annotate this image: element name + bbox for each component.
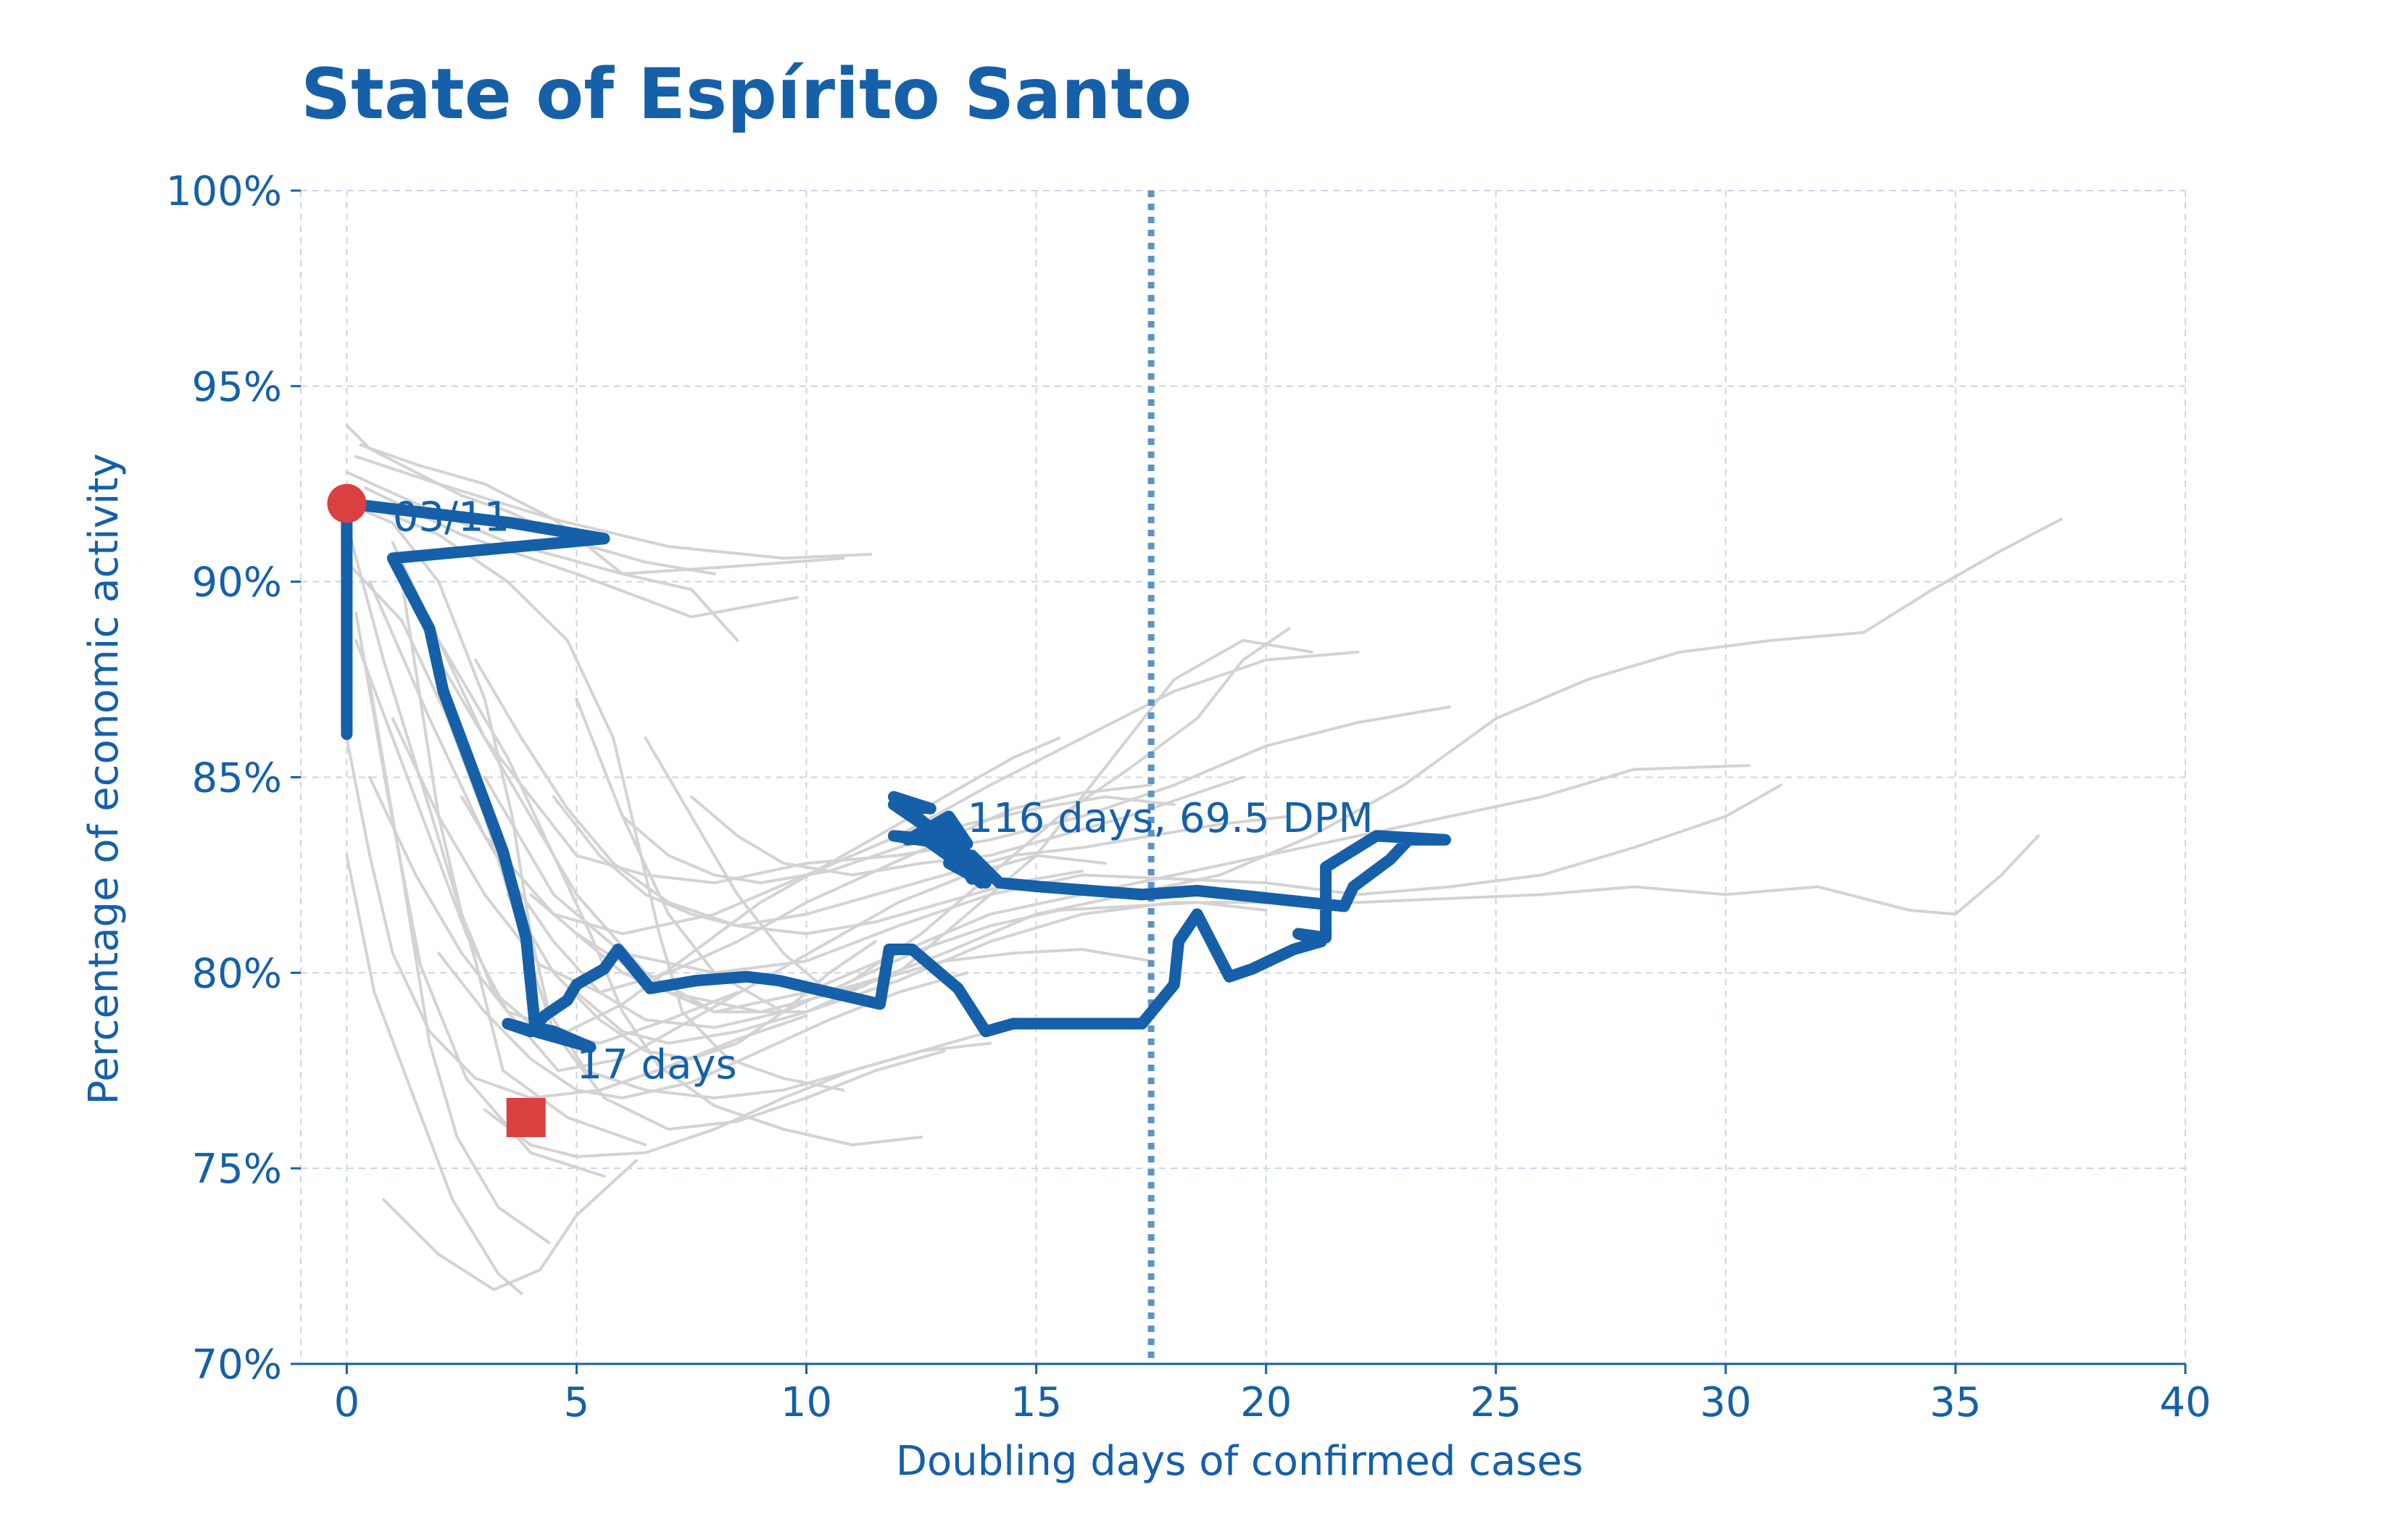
x-tick-label: 10	[781, 1379, 832, 1426]
background-series-line	[382, 1159, 638, 1291]
y-tick-label: 75%	[192, 1146, 282, 1193]
y-tick-label: 100%	[166, 168, 282, 215]
background-series-line	[644, 638, 1314, 994]
background-series-line	[400, 580, 739, 1045]
background-series-line	[575, 627, 1291, 1014]
x-tick-label: 20	[1240, 1379, 1292, 1426]
background-series-line	[474, 658, 1084, 936]
x-tick-label: 40	[2159, 1379, 2211, 1426]
background-series-line	[354, 455, 873, 560]
x-tick-label: 0	[334, 1379, 360, 1426]
markers	[327, 483, 546, 1138]
annotation-label: 116 days, 69.5 DPM	[968, 795, 1374, 842]
y-tick-label: 90%	[192, 559, 282, 607]
highlight-series-line	[341, 497, 1451, 1053]
x-tick-label: 30	[1700, 1379, 1751, 1426]
background-series-line	[345, 854, 523, 1295]
start-marker	[327, 483, 367, 523]
background-series-line	[460, 795, 1268, 1029]
background-series-line	[345, 560, 946, 1131]
x-tick-label: 35	[1929, 1379, 1981, 1426]
background-series	[345, 423, 2063, 1295]
background-series-line	[368, 736, 1061, 1033]
background-series-line	[382, 509, 845, 1092]
x-tick-label: 15	[1010, 1379, 1062, 1426]
background-series-line	[391, 541, 1452, 885]
axes	[291, 189, 2187, 1374]
background-series-line	[363, 486, 799, 619]
y-tick-label: 85%	[192, 755, 282, 802]
background-series-line	[345, 521, 647, 1146]
y-axis-label: Percentage of economic activity	[80, 454, 128, 1105]
background-series-line	[620, 795, 1176, 885]
y-tick-label: 70%	[192, 1341, 282, 1389]
highlight-series	[341, 497, 1451, 1053]
x-tick-label: 25	[1470, 1379, 1521, 1426]
y-tick-label: 80%	[192, 950, 282, 997]
background-series-line	[414, 599, 923, 1146]
background-series-line	[391, 717, 1153, 994]
annotations: 03/11 17 days 116 days, 69.5 DPM	[393, 494, 1374, 1089]
x-tick-label: 5	[564, 1379, 590, 1426]
y-tick-label: 95%	[192, 364, 282, 411]
background-series-line	[345, 423, 716, 575]
background-series-line	[368, 682, 551, 1244]
background-series-line	[483, 1041, 992, 1158]
x-axis-label: Doubling days of confirmed cases	[896, 1438, 1583, 1485]
annotation-label: 03/11	[393, 494, 510, 541]
background-series-line	[345, 736, 808, 1099]
background-series-line	[345, 470, 845, 575]
background-series-line	[437, 658, 1750, 1014]
annotation-label: 17 days	[576, 1041, 736, 1089]
background-series-line	[354, 611, 606, 1178]
tick-labels: 0 5 10 15 20 25 30 35 40 70% 75% 80% 85% 90% 95% 100%	[166, 168, 2211, 1426]
background-series-line	[359, 443, 739, 642]
chart-title: State of Espírito Santo	[301, 54, 1192, 135]
end-marker	[506, 1098, 546, 1138]
